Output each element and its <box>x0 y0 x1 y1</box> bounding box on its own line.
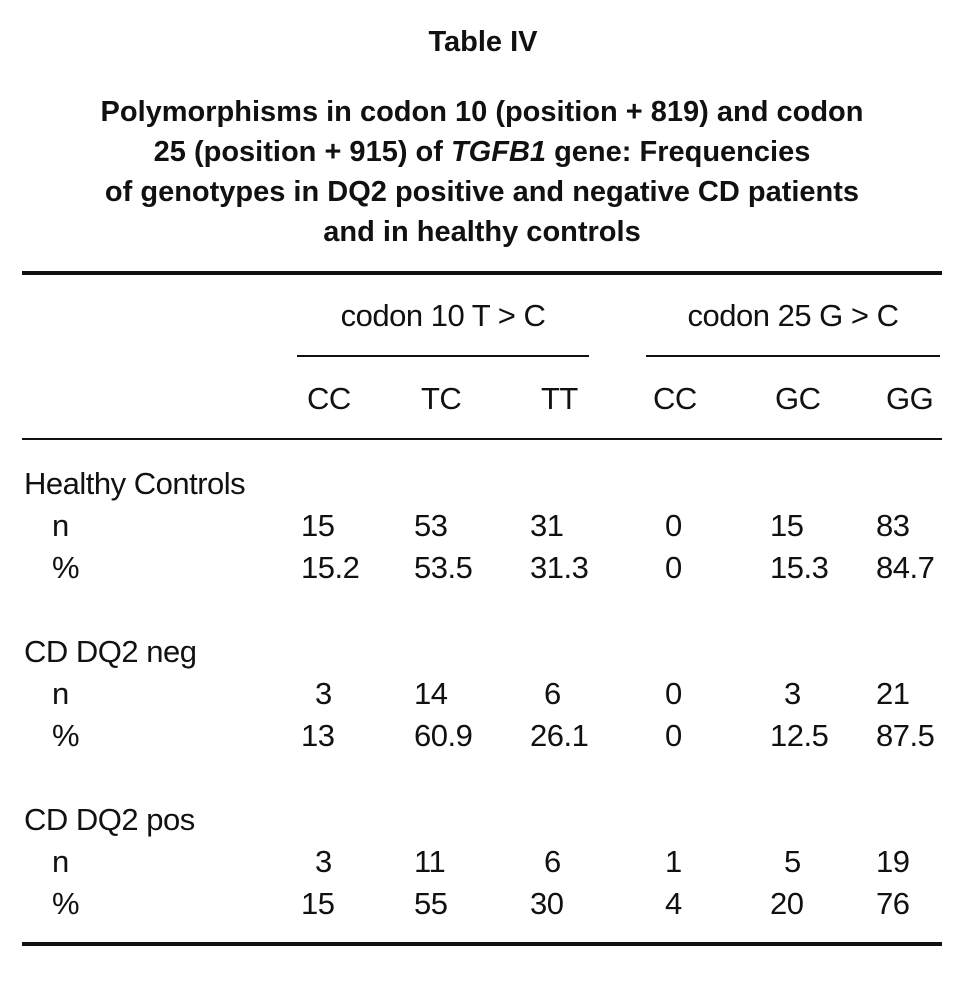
column-header-codon25-gg: GG <box>886 381 934 416</box>
table-cell: 12.5 <box>770 718 829 753</box>
spanning-rule-codon25 <box>646 355 940 357</box>
table-cell: 31.3 <box>530 550 589 585</box>
table-cell: 30 <box>530 886 564 921</box>
table-cell: 15 <box>301 886 335 921</box>
table-cell: 15 <box>301 508 335 543</box>
table-cell: 84.7 <box>876 550 935 585</box>
table-title: Polymorphisms in codon 10 (position + 81… <box>30 92 934 252</box>
table-cell: 0 <box>665 676 682 711</box>
table-cell: 15 <box>770 508 804 543</box>
table-cell: 11 <box>414 844 446 879</box>
table-cell: 53 <box>414 508 448 543</box>
table-cell: 15.3 <box>770 550 829 585</box>
table-cell: 26.1 <box>530 718 589 753</box>
table-cell: 6 <box>544 844 561 879</box>
table-cell: 83 <box>876 508 910 543</box>
bottom-rule <box>22 942 942 946</box>
table-cell: 20 <box>770 886 804 921</box>
table-cell: 76 <box>876 886 910 921</box>
table-cell: 15.2 <box>301 550 360 585</box>
table-cell: 13 <box>301 718 335 753</box>
table-title-line-3: of genotypes in DQ2 positive and negativ… <box>104 176 860 208</box>
table-title-line-4: and in healthy controls <box>323 216 641 248</box>
table-cell: 14 <box>414 676 448 711</box>
table-cell: 3 <box>784 676 801 711</box>
table-cell: 60.9 <box>414 718 473 753</box>
table-cell: 87.5 <box>876 718 935 753</box>
table-title-line-2: 25 (position + 915) of TGFB1 gene: Frequ… <box>30 132 934 172</box>
row-label-percent: % <box>52 718 80 753</box>
table-cell: 31 <box>530 508 564 543</box>
table-cell: 4 <box>665 886 682 921</box>
column-header-codon10-cc: CC <box>307 381 351 416</box>
table-cell: 0 <box>665 718 682 753</box>
column-header-codon10-tt: TT <box>541 381 578 416</box>
column-header-codon10-tc: TC <box>421 381 462 416</box>
row-label-n: n <box>52 844 69 879</box>
row-label-n: n <box>52 676 69 711</box>
group-label-cd-dq2-neg: CD DQ2 neg <box>24 634 197 669</box>
table-cell: 6 <box>544 676 561 711</box>
table-cell: 21 <box>876 676 910 711</box>
table-title-line-2-suffix: gene: Frequencies <box>546 136 811 168</box>
row-label-percent: % <box>52 886 80 921</box>
group-label-healthy-controls: Healthy Controls <box>24 466 246 501</box>
table-cell: 55 <box>414 886 448 921</box>
table-title-line-1: Polymorphisms in codon 10 (position + 81… <box>100 96 864 128</box>
column-header-codon25-cc: CC <box>653 381 697 416</box>
row-label-percent: % <box>52 550 80 585</box>
table-cell: 1 <box>665 844 682 879</box>
spanning-header-codon10: codon 10 T > C <box>340 298 546 333</box>
table-cell: 3 <box>315 676 332 711</box>
top-rule <box>22 271 942 275</box>
table-cell: 53.5 <box>414 550 473 585</box>
table-cell: 19 <box>876 844 910 879</box>
table-cell: 5 <box>784 844 801 879</box>
table-cell: 0 <box>665 550 682 585</box>
table-cell: 0 <box>665 508 682 543</box>
table-label: Table IV <box>428 26 538 58</box>
table-title-line-2-prefix: 25 (position + 915) of <box>153 136 451 168</box>
table-cell: 3 <box>315 844 332 879</box>
group-label-cd-dq2-pos: CD DQ2 pos <box>24 802 195 837</box>
spanning-rule-codon10 <box>297 355 589 357</box>
column-header-codon25-gc: GC <box>775 381 821 416</box>
gene-name: TGFB1 <box>450 136 547 168</box>
spanning-header-codon25: codon 25 G > C <box>687 298 900 333</box>
header-rule <box>22 438 942 440</box>
row-label-n: n <box>52 508 69 543</box>
